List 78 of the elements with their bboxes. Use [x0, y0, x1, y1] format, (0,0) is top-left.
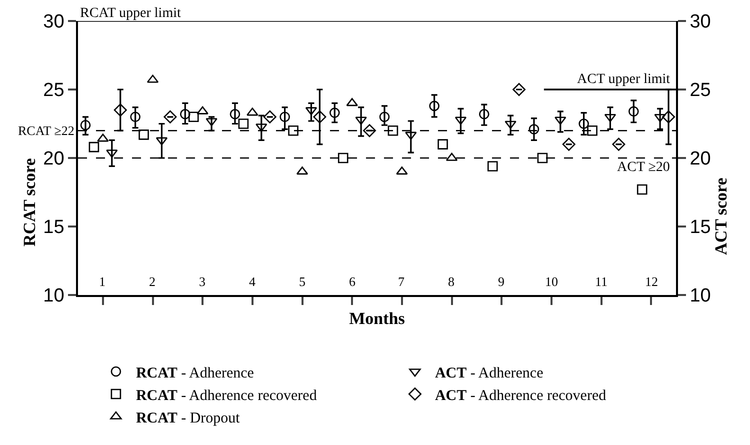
point — [612, 138, 626, 151]
y2-axis-title: ACT score — [712, 177, 731, 255]
point — [88, 142, 100, 152]
legend-label: RCAT - Adherence — [136, 365, 254, 382]
point — [487, 161, 498, 172]
point — [363, 124, 376, 138]
x-tick-label: 4 — [249, 274, 256, 289]
point — [106, 150, 118, 158]
x-tick-label: 8 — [448, 274, 454, 289]
point — [528, 124, 540, 134]
point — [80, 120, 91, 130]
point — [338, 152, 348, 164]
y2-tick-label: 30 — [690, 12, 711, 33]
y-tick-label: 30 — [43, 12, 64, 33]
point — [230, 109, 240, 120]
x-axis-title: Months — [349, 308, 406, 328]
x-tick-label: 5 — [299, 274, 306, 289]
point — [346, 98, 358, 106]
point — [263, 110, 276, 124]
point — [396, 166, 408, 175]
y2-tick-label: 15 — [690, 217, 711, 238]
point — [138, 130, 149, 140]
y2-tick-label: 20 — [690, 148, 711, 170]
point — [554, 116, 566, 125]
point — [429, 100, 440, 112]
point — [628, 106, 639, 117]
point — [438, 139, 448, 150]
y-tick-label: 25 — [43, 80, 64, 102]
point — [355, 116, 367, 125]
x-tick-label: 3 — [199, 274, 206, 289]
ref-line-label: ACT ≥20 — [617, 160, 670, 175]
point — [329, 108, 340, 118]
x-tick-label: 9 — [498, 274, 504, 289]
point — [636, 184, 648, 195]
y-tick-label: 15 — [43, 217, 64, 238]
point — [238, 118, 249, 129]
point — [114, 104, 127, 117]
point — [388, 125, 398, 136]
point — [97, 134, 109, 142]
x-tick-label: 2 — [149, 274, 156, 289]
ref-line-label: RCAT upper limit — [80, 6, 181, 21]
x-tick-label: 1 — [99, 274, 106, 289]
x-tick-label: 10 — [545, 274, 558, 289]
point — [478, 109, 490, 120]
point — [188, 112, 199, 122]
x-tick-label: 6 — [349, 274, 356, 289]
point — [662, 110, 676, 124]
point — [280, 112, 290, 122]
legend-label: ACT - Adherence recovered — [434, 388, 607, 404]
point — [405, 132, 417, 140]
y-axis-title: RCAT score — [20, 158, 39, 247]
point — [288, 125, 298, 136]
x-tick-label: 7 — [398, 274, 405, 289]
x-tick-label: 12 — [645, 274, 658, 289]
point — [654, 114, 666, 122]
ref-line-label: RCAT ≥22 — [18, 123, 74, 138]
y-tick-label: 20 — [43, 148, 64, 170]
series-label: ACT upper limit — [577, 72, 670, 87]
point — [512, 83, 526, 96]
y2-tick-label: 25 — [690, 80, 711, 102]
point — [130, 112, 140, 122]
point — [537, 152, 548, 164]
point — [562, 138, 576, 151]
point — [504, 120, 516, 129]
point — [587, 125, 598, 136]
x-tick-label: 11 — [595, 274, 608, 289]
legend-label: RCAT - Dropout — [136, 410, 241, 426]
legend-label: ACT - Adherence — [434, 365, 544, 382]
point — [379, 112, 390, 122]
point — [206, 118, 218, 126]
legend-label: RCAT - Adherence recovered — [136, 388, 318, 404]
point — [578, 118, 589, 129]
point — [313, 110, 326, 124]
point — [164, 110, 177, 124]
point — [246, 108, 258, 116]
point — [180, 109, 190, 120]
point — [196, 106, 208, 114]
point — [256, 124, 268, 132]
